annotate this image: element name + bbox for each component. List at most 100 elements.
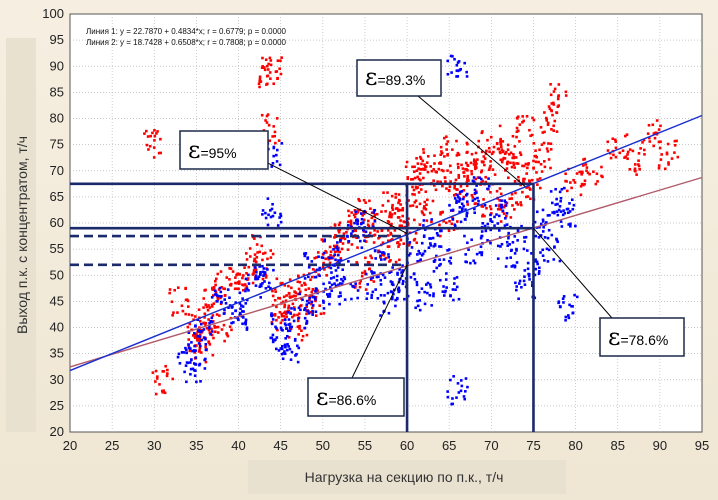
data-point-series-1 xyxy=(386,199,390,203)
data-point-series-1 xyxy=(416,175,419,179)
data-point-series-2 xyxy=(479,245,483,249)
data-point-series-1 xyxy=(525,172,528,175)
legend-line-1: Линия 1: y = 22.7870 + 0.4834*x; r = 0.6… xyxy=(86,27,287,36)
y-tick-label: 90 xyxy=(50,58,64,73)
data-point-series-1 xyxy=(500,148,504,151)
data-point-series-2 xyxy=(489,213,492,217)
data-point-series-1 xyxy=(488,150,491,154)
data-point-series-2 xyxy=(290,350,294,354)
data-point-series-2 xyxy=(464,208,467,211)
data-point-series-2 xyxy=(262,274,265,277)
data-point-series-2 xyxy=(364,230,368,234)
callout-box xyxy=(599,317,685,357)
data-point-series-2 xyxy=(423,228,427,231)
data-point-series-2 xyxy=(209,332,212,336)
data-point-series-2 xyxy=(259,284,263,288)
data-point-series-1 xyxy=(205,326,209,330)
data-point-series-2 xyxy=(432,294,435,298)
data-point-series-1 xyxy=(366,223,370,227)
data-point-series-2 xyxy=(347,240,351,243)
data-point-series-1 xyxy=(466,163,469,167)
data-point-series-2 xyxy=(536,262,539,266)
data-point-series-2 xyxy=(337,253,340,257)
data-point-series-1 xyxy=(319,312,323,316)
data-point-series-1 xyxy=(439,161,442,164)
data-point-series-1 xyxy=(310,275,314,279)
data-point-series-2 xyxy=(346,224,350,227)
data-point-series-1 xyxy=(423,168,427,171)
data-point-series-2 xyxy=(230,306,234,309)
data-point-series-1 xyxy=(364,201,367,204)
data-point-series-1 xyxy=(368,267,371,271)
data-point-series-2 xyxy=(203,336,206,339)
data-point-series-2 xyxy=(218,286,222,290)
data-point-series-1 xyxy=(477,139,481,143)
data-point-series-2 xyxy=(245,326,249,330)
data-point-series-1 xyxy=(564,94,568,97)
data-point-series-2 xyxy=(314,290,317,293)
data-point-series-1 xyxy=(243,266,246,269)
data-point-series-2 xyxy=(335,274,339,278)
data-point-series-1 xyxy=(543,160,546,163)
data-point-series-1 xyxy=(461,167,465,170)
data-point-series-1 xyxy=(452,193,456,197)
data-point-series-2 xyxy=(199,380,202,383)
data-point-series-2 xyxy=(467,248,470,251)
data-point-series-1 xyxy=(273,298,277,302)
data-point-series-2 xyxy=(466,385,469,389)
data-point-series-2 xyxy=(231,312,234,315)
data-point-series-1 xyxy=(536,178,539,181)
data-point-series-1 xyxy=(390,215,393,219)
data-point-series-1 xyxy=(311,287,315,291)
data-point-series-1 xyxy=(543,165,547,169)
data-point-series-1 xyxy=(273,134,277,138)
data-point-series-1 xyxy=(500,160,504,164)
data-point-series-2 xyxy=(315,287,318,291)
data-point-series-1 xyxy=(482,198,485,201)
data-point-series-1 xyxy=(532,118,536,122)
data-point-series-2 xyxy=(449,294,452,298)
data-point-series-2 xyxy=(476,202,480,206)
data-point-series-2 xyxy=(505,240,509,244)
data-point-series-1 xyxy=(311,306,314,310)
data-point-series-2 xyxy=(458,190,462,194)
data-point-series-2 xyxy=(270,207,274,211)
data-point-series-2 xyxy=(365,297,369,300)
data-point-series-1 xyxy=(355,236,358,240)
data-point-series-2 xyxy=(341,279,345,283)
data-point-series-1 xyxy=(388,213,392,216)
data-point-series-2 xyxy=(275,148,279,152)
data-point-series-1 xyxy=(180,304,184,308)
data-point-series-1 xyxy=(439,153,443,157)
data-point-series-2 xyxy=(322,282,325,286)
data-point-series-1 xyxy=(430,220,433,224)
data-point-series-1 xyxy=(448,164,452,168)
data-point-series-1 xyxy=(271,303,275,307)
data-point-series-1 xyxy=(475,162,478,166)
data-point-series-1 xyxy=(222,323,226,327)
data-point-series-2 xyxy=(354,210,358,214)
data-point-series-1 xyxy=(279,72,283,76)
data-point-series-1 xyxy=(277,296,280,300)
data-point-series-2 xyxy=(190,341,193,344)
data-point-series-2 xyxy=(527,273,531,276)
data-point-series-1 xyxy=(203,316,206,319)
data-point-series-2 xyxy=(338,239,342,242)
data-point-series-1 xyxy=(564,172,567,176)
data-point-series-1 xyxy=(499,192,503,196)
data-point-series-2 xyxy=(545,221,548,224)
data-point-series-1 xyxy=(195,338,199,342)
data-point-series-1 xyxy=(345,230,348,234)
data-point-series-1 xyxy=(526,195,530,198)
data-point-series-1 xyxy=(288,278,292,281)
data-point-series-1 xyxy=(353,209,357,212)
data-point-series-1 xyxy=(575,172,579,175)
data-point-series-2 xyxy=(369,277,373,280)
data-point-series-2 xyxy=(547,228,551,232)
data-point-series-1 xyxy=(280,56,283,59)
regression-line-1 xyxy=(69,176,703,368)
data-point-series-1 xyxy=(673,144,677,147)
data-point-series-1 xyxy=(205,305,209,309)
data-point-series-2 xyxy=(271,333,275,337)
data-point-series-1 xyxy=(481,179,484,183)
